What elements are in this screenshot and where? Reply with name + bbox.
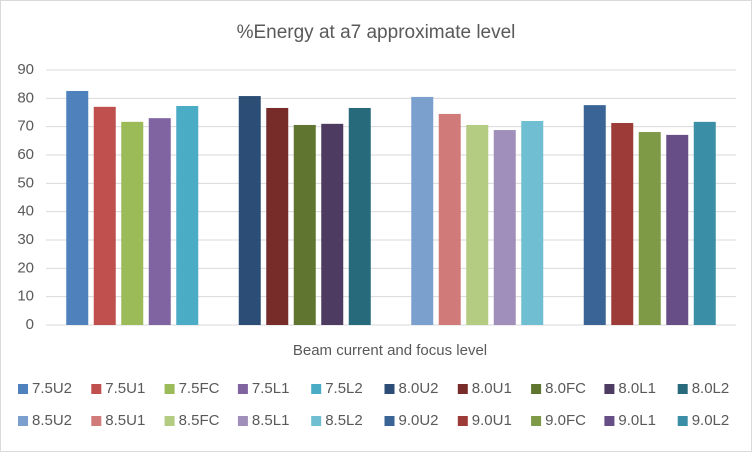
legend-swatch [18,416,28,426]
legend-swatch [311,384,322,394]
bar [93,106,116,325]
legend-swatch [164,416,175,426]
bar [493,130,516,325]
bar [438,113,461,326]
legend-swatch [91,416,102,426]
y-tick-label: 10 [17,288,34,305]
y-tick-label: 70 [17,118,34,135]
y-tick-label: 0 [26,316,34,333]
bar [266,107,289,325]
y-tick-label: 90 [17,61,34,78]
legend-swatch [677,384,688,394]
legend-label: 8.5U2 [32,412,72,429]
bar [121,121,144,325]
bar [666,134,689,325]
legend-swatch [531,416,542,426]
y-tick-label: 20 [17,259,34,276]
bar [238,96,261,325]
legend-label: 9.0L2 [692,412,730,429]
bar [348,107,371,325]
legend-label: 8.0FC [545,380,586,397]
y-tick-label: 50 [17,174,34,191]
bar [321,123,344,325]
legend-swatch [677,416,688,426]
legend-swatch [18,384,28,394]
bar [411,96,434,326]
legend-label: 9.0U2 [399,412,439,429]
legend-label: 8.0U1 [472,380,512,397]
legend-label: 7.5L2 [325,380,363,397]
y-tick-label: 60 [17,146,34,163]
legend-swatch [384,384,395,394]
legend-label: 7.5U2 [32,380,72,397]
y-tick-label: 40 [17,203,34,220]
legend-swatch [311,416,322,426]
legend-swatch [457,384,468,394]
legend-label: 8.5FC [179,412,220,429]
bar [638,132,661,325]
legend-swatch [457,416,468,426]
bar [693,121,716,325]
legend-label: 9.0FC [545,412,586,429]
bar [583,105,606,325]
legend-label: 8.5L1 [252,412,290,429]
bar [521,121,544,325]
bar [66,90,89,325]
legend-swatch [164,384,175,394]
legend-swatch [237,416,248,426]
bar [293,124,316,325]
bar [611,122,634,325]
legend-swatch [531,384,542,394]
x-axis-label: Beam current and focus level [293,342,487,359]
bar [466,124,489,325]
y-tick-label: 30 [17,231,34,248]
y-tick-label: 80 [17,89,34,106]
legend-label: 8.0U2 [399,380,439,397]
legend-swatch [604,384,615,394]
legend-label: 8.5U1 [105,412,145,429]
legend-label: 7.5U1 [105,380,145,397]
legend-swatch [237,384,248,394]
legend-label: 7.5FC [179,380,220,397]
legend-label: 8.5L2 [325,412,363,429]
chart-title: %Energy at a7 approximate level [237,22,516,43]
legend-swatch [384,416,395,426]
bar [148,118,171,326]
legend-label: 9.0U1 [472,412,512,429]
legend-label: 8.0L1 [618,380,656,397]
legend-label: 7.5L1 [252,380,290,397]
legend-swatch [91,384,102,394]
legend-label: 9.0L1 [618,412,656,429]
legend-swatch [604,416,615,426]
legend-label: 8.0L2 [692,380,730,397]
bar [176,105,199,325]
